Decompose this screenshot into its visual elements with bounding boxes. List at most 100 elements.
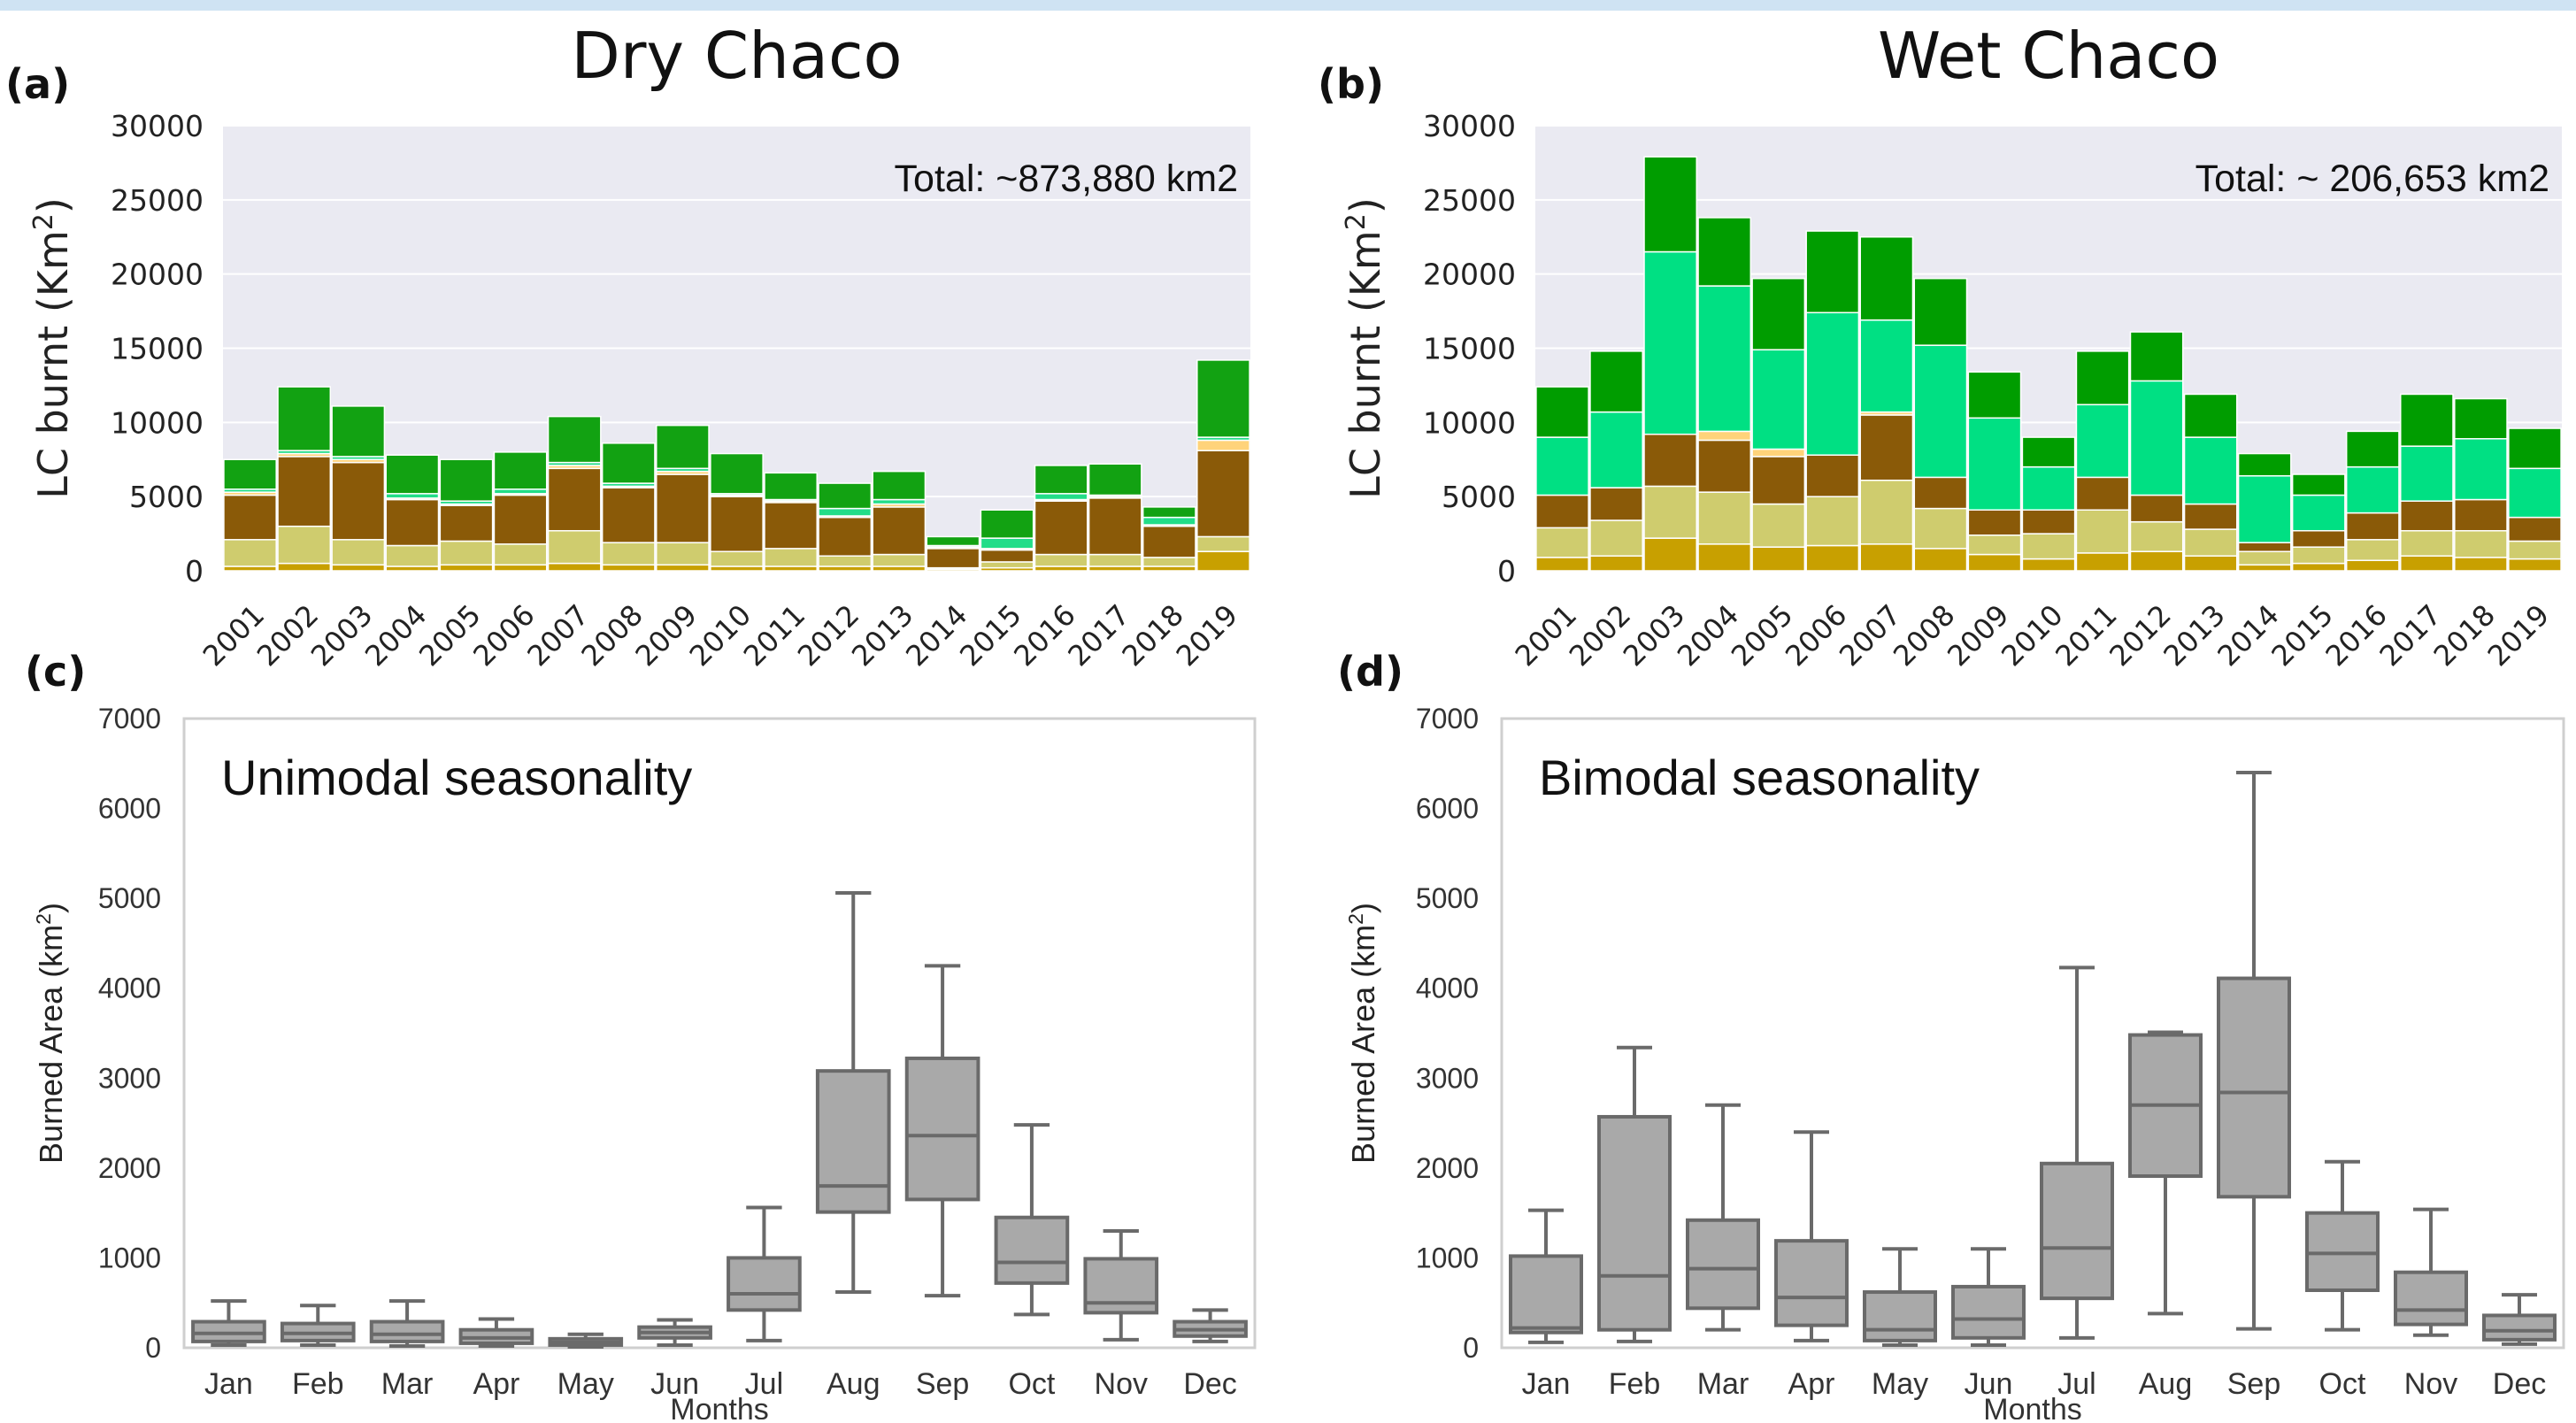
bar-segment [1034,493,1088,501]
bar-segment [1589,411,1643,488]
x-tick-label: 2011 [737,598,811,673]
bar-segment [2021,533,2076,560]
y-tick-label: 2000 [1416,1152,1479,1184]
x-tick-label: Oct [1008,1367,1055,1401]
bar-segment [547,467,602,532]
y-tick-label: 3000 [98,1062,161,1094]
bar-segment [1805,230,1860,314]
bar-segment [1643,250,1697,435]
bar-segment [1535,557,1589,572]
bar-segment [2237,542,2292,552]
bar-segment [439,564,494,572]
bar-segment [1697,430,1752,442]
bar-segment [710,496,764,552]
bar-segment [601,564,656,572]
bar-segment [2400,393,2454,447]
bar-segment [2237,564,2292,572]
bar-segment [2075,509,2130,554]
bar-segment [2400,529,2454,557]
bar-segment [1589,487,1643,521]
bar-segment [710,565,764,572]
y-tick-label: 4000 [98,973,161,1004]
y-tick-label: 30000 [111,109,204,143]
bar-segment [1589,555,1643,572]
bar-segment [1859,543,1914,572]
x-tick-label: May [557,1367,614,1401]
y-tick-label: 10000 [1423,405,1516,440]
total-annotation: Total: ~873,880 km2 [895,158,1238,200]
bar-segment [2075,476,2130,512]
y-tick-label: 0 [185,554,204,588]
bar-segment [2129,520,2184,552]
bar-segment [601,487,656,543]
x-tick-label: 2013 [2157,598,2231,673]
y-tick-label: 6000 [98,793,161,825]
panel-label: (c) [25,648,86,696]
bar-segment [1859,236,1914,321]
bar-segment [1805,454,1860,497]
bar-segment [1535,436,1589,496]
bar-segment [656,473,710,543]
bar-segment [818,565,873,572]
bar-segment [385,493,440,499]
bar-segment [1751,448,1806,458]
chart-title: Wet Chaco [1878,19,2219,93]
x-tick-label: Apr [1788,1367,1835,1401]
bar-segment [1196,550,1250,572]
bar-segment [1913,476,1968,510]
x-tick-label: 2006 [466,598,541,673]
bar-segment [872,565,927,572]
box-iqr [815,1069,891,1214]
bar-segment [818,507,873,517]
bar-segment [2291,529,2346,548]
bar-segment [1913,507,1968,550]
bar-segment [2400,500,2454,532]
bar-segment [2183,393,2238,438]
box-iqr [1863,1290,1937,1342]
x-axis-label: Months [670,1393,769,1419]
chart-c: 0 1000 2000 3000 4000 5000 6000 7000 Jan Feb Mar Ap… [25,648,1257,1423]
x-tick-label: 2002 [250,598,325,673]
bar-segment [2237,452,2292,477]
bar-segment [764,472,818,501]
x-tick-label: Jul [2057,1367,2095,1401]
x-tick-label: 2016 [2319,598,2394,673]
x-tick-label: 2007 [1833,598,1907,673]
x-tick-label: Jun [650,1367,699,1401]
y-tick-label: 0 [145,1332,161,1364]
bar-segment [2021,465,2076,512]
box-iqr [994,1215,1070,1285]
x-tick-label: 2012 [791,598,865,673]
bar-segment [2454,498,2508,532]
y-tick-label: 5000 [98,882,161,914]
bar-segment [764,548,818,567]
y-tick-label: 10000 [111,405,204,440]
bar-segment [1589,350,1643,413]
bar-segment [493,451,548,490]
bar-segment [2129,331,2184,382]
bar-segment [1088,463,1142,496]
bar-segment [439,540,494,566]
y-axis-label: LC burnt (Km2) [1341,197,1390,499]
x-tick-label: 2003 [1617,598,1691,673]
bar-segment [980,549,1034,563]
x-tick-label: 2014 [899,598,973,673]
x-tick-label: Oct [2319,1367,2366,1401]
y-tick-label: 25000 [1423,183,1516,218]
panel-label: (d) [1337,648,1403,696]
bar-segment [1142,565,1196,572]
y-axis-label-end: ) [29,197,77,213]
bar-segment [872,506,927,556]
bar-segment [2129,494,2184,523]
bar-segment [2291,473,2346,496]
bar-segment [1697,285,1752,433]
bar-segment [1697,439,1752,493]
y-tick-label: 15000 [1423,332,1516,366]
bar-segment [656,424,710,470]
bar-segment [1142,506,1196,519]
bar-segment [1034,565,1088,572]
bar-segment [2237,550,2292,566]
bar-segment [1196,535,1250,552]
panel-label: (b) [1318,60,1384,108]
